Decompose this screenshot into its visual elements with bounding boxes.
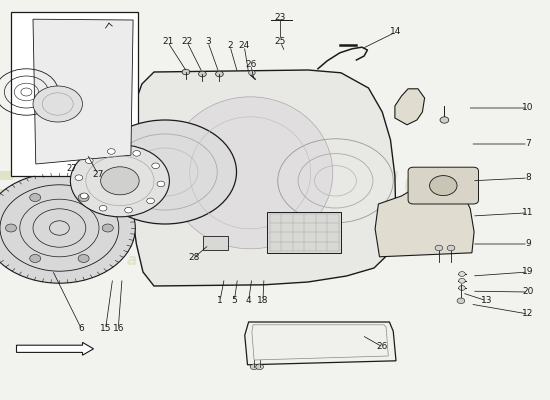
Circle shape: [435, 245, 443, 251]
Text: 19: 19: [522, 268, 534, 276]
Text: 12: 12: [522, 310, 534, 318]
Text: 5: 5: [232, 296, 237, 305]
Text: 26: 26: [377, 342, 388, 351]
Circle shape: [102, 224, 113, 232]
Circle shape: [459, 272, 465, 276]
Ellipse shape: [168, 97, 333, 249]
Text: 20: 20: [522, 288, 534, 296]
Circle shape: [459, 278, 465, 283]
Circle shape: [249, 70, 255, 75]
Circle shape: [30, 194, 41, 202]
Circle shape: [182, 69, 190, 75]
Circle shape: [70, 145, 169, 217]
Bar: [11, 12, 138, 176]
FancyBboxPatch shape: [203, 236, 228, 250]
Circle shape: [457, 298, 465, 304]
Text: 11: 11: [522, 208, 534, 217]
Text: 24: 24: [239, 42, 250, 50]
Circle shape: [125, 207, 133, 213]
Text: 4: 4: [246, 296, 251, 305]
Circle shape: [133, 150, 141, 156]
Circle shape: [78, 254, 89, 262]
Circle shape: [152, 163, 160, 169]
FancyBboxPatch shape: [267, 212, 341, 253]
Circle shape: [94, 120, 236, 224]
Circle shape: [99, 206, 107, 211]
Text: EUROSPARES: EUROSPARES: [0, 169, 446, 231]
Text: 8: 8: [525, 174, 531, 182]
Polygon shape: [245, 322, 396, 365]
Polygon shape: [33, 19, 133, 164]
Text: 16: 16: [113, 324, 124, 333]
Text: 3: 3: [205, 38, 211, 46]
Text: a passion for excellence: a passion for excellence: [127, 252, 335, 268]
Circle shape: [78, 194, 89, 202]
Text: 1: 1: [217, 296, 223, 305]
Circle shape: [107, 149, 115, 154]
Text: 10: 10: [522, 104, 534, 112]
Text: 18: 18: [257, 296, 268, 305]
FancyBboxPatch shape: [408, 167, 478, 204]
Text: 23: 23: [275, 14, 286, 22]
Circle shape: [440, 117, 449, 123]
Text: 22: 22: [182, 38, 192, 46]
Circle shape: [80, 193, 88, 199]
Text: 14: 14: [390, 28, 402, 36]
Text: 26: 26: [245, 60, 256, 69]
Circle shape: [101, 167, 139, 195]
Text: 27: 27: [92, 170, 103, 178]
Circle shape: [459, 286, 465, 290]
Text: 6: 6: [79, 324, 84, 333]
Circle shape: [250, 364, 258, 370]
Circle shape: [30, 254, 41, 262]
Text: 2: 2: [227, 42, 233, 50]
Text: 28: 28: [188, 254, 199, 262]
Circle shape: [216, 71, 223, 77]
Circle shape: [147, 198, 155, 204]
Text: 7: 7: [525, 140, 531, 148]
Text: 15: 15: [100, 324, 111, 333]
Circle shape: [256, 364, 263, 370]
Circle shape: [75, 175, 82, 180]
Text: 27: 27: [66, 164, 77, 173]
Text: 21: 21: [162, 38, 173, 46]
Circle shape: [447, 245, 455, 251]
Circle shape: [0, 173, 135, 283]
Polygon shape: [131, 70, 396, 286]
Circle shape: [85, 158, 93, 164]
Circle shape: [33, 86, 82, 122]
Text: 9: 9: [525, 240, 531, 248]
Circle shape: [6, 224, 16, 232]
Text: 85: 85: [378, 208, 447, 256]
Text: 13: 13: [481, 296, 492, 305]
Circle shape: [157, 181, 165, 187]
Circle shape: [430, 176, 457, 196]
Text: 25: 25: [275, 38, 286, 46]
Polygon shape: [395, 89, 425, 125]
FancyArrow shape: [16, 342, 94, 355]
Polygon shape: [375, 186, 474, 257]
Circle shape: [199, 71, 206, 77]
